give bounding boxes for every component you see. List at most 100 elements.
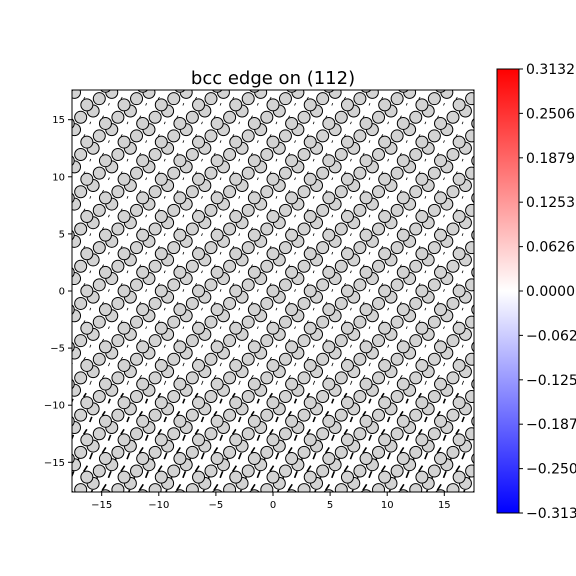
displacement-arrow: [325, 152, 328, 156]
displacement-arrow: [331, 177, 334, 181]
displacement-arrow: [442, 434, 447, 441]
displacement-arrow: [306, 320, 309, 323]
displacement-arrow: [232, 208, 235, 212]
displacement-arrow: [387, 233, 389, 236]
displacement-arrow: [126, 121, 129, 125]
displacement-arrow: [275, 121, 278, 125]
atom: [465, 166, 474, 180]
atom: [260, 259, 274, 273]
atom: [297, 296, 311, 310]
displacement-arrow: [126, 380, 129, 385]
displacement-arrow: [144, 398, 149, 404]
displacement-arrow: [126, 270, 129, 274]
atom: [229, 98, 243, 112]
atom: [167, 427, 181, 441]
displacement-arrow: [386, 416, 391, 423]
displacement-arrow: [139, 227, 142, 230]
displacement-arrow: [120, 171, 123, 174]
atom: [210, 414, 224, 428]
atom: [285, 452, 299, 466]
atom: [452, 172, 466, 186]
atom: [185, 148, 199, 162]
atom: [409, 185, 423, 199]
atom: [80, 247, 94, 261]
displacement-arrow: [350, 121, 352, 125]
atom: [241, 464, 255, 478]
displacement-arrow: [108, 251, 110, 255]
atoms: [72, 90, 490, 492]
displacement-arrow: [437, 338, 440, 342]
atom: [111, 334, 125, 348]
atom: [478, 347, 490, 359]
atom: [247, 191, 261, 205]
atom: [260, 222, 274, 236]
atom: [192, 396, 206, 410]
displacement-arrow: [157, 320, 160, 323]
atom: [72, 341, 75, 353]
displacement-arrow: [437, 227, 440, 230]
atom: [241, 278, 255, 292]
atom: [136, 414, 150, 428]
displacement-arrow: [437, 152, 440, 156]
atom: [452, 135, 466, 149]
atom: [398, 489, 409, 492]
atom: [72, 267, 75, 278]
displacement-arrow: [139, 264, 142, 268]
displacement-arrow: [126, 452, 131, 460]
displacement-arrow: [343, 320, 347, 323]
displacement-arrow: [405, 434, 410, 441]
atom: [278, 464, 292, 478]
displacement-arrow: [139, 301, 142, 305]
atom: [322, 303, 336, 317]
atom: [316, 390, 330, 404]
displacement-arrow: [238, 270, 241, 274]
atom: [173, 303, 187, 317]
displacement-arrow: [481, 399, 483, 404]
atom: [478, 198, 490, 210]
atom: [340, 247, 354, 261]
displacement-arrow: [306, 465, 312, 472]
displacement-arrow: [120, 283, 123, 286]
displacement-arrow: [101, 189, 105, 193]
atom: [285, 228, 299, 242]
atom: [278, 390, 292, 404]
displacement-arrow: [250, 374, 254, 379]
atom: [452, 210, 466, 224]
displacement-arrow: [213, 301, 216, 305]
displacement-arrow: [312, 270, 315, 274]
atom: [359, 414, 373, 428]
displacement-arrow: [269, 283, 272, 286]
displacement-arrow: [380, 465, 386, 472]
atom: [247, 414, 261, 428]
atom: [322, 377, 336, 391]
displacement-arrow: [312, 452, 317, 460]
atom: [372, 483, 386, 492]
displacement-arrow: [139, 374, 142, 379]
atom: [452, 247, 466, 261]
displacement-arrow: [276, 489, 280, 492]
atom: [334, 259, 348, 273]
displacement-arrow: [120, 465, 126, 472]
displacement-arrow: [481, 178, 482, 180]
displacement-arrow: [351, 489, 354, 492]
atom: [471, 341, 474, 353]
atom: [223, 483, 237, 492]
displacement-arrow: [418, 428, 423, 435]
atom: [154, 172, 168, 186]
atom: [137, 90, 148, 93]
atom: [241, 129, 255, 143]
atom: [204, 129, 218, 143]
displacement-arrow: [324, 446, 330, 454]
displacement-arrow: [163, 158, 166, 162]
atom: [72, 346, 82, 360]
atom: [223, 296, 237, 310]
atom: [148, 259, 162, 273]
atom: [117, 284, 131, 298]
atom: [204, 427, 218, 441]
atom: [241, 352, 255, 366]
displacement-arrow: [219, 140, 222, 143]
displacement-arrow: [424, 380, 427, 385]
displacement-arrow: [487, 351, 488, 354]
displacement-arrow: [219, 434, 224, 441]
displacement-arrow: [455, 356, 459, 361]
